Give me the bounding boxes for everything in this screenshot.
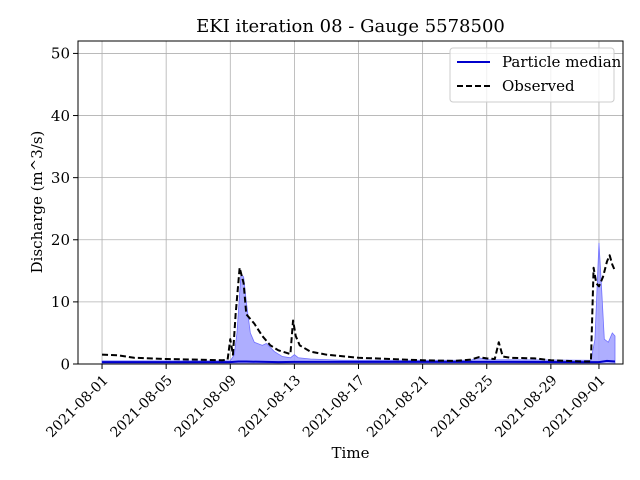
series-line-observed bbox=[102, 254, 616, 363]
y-axis-label: Discharge (m^3/s) bbox=[28, 131, 46, 274]
y-axis-ticks: 0 10 20 30 40 50 bbox=[51, 45, 78, 373]
y-tick-label: 20 bbox=[51, 231, 70, 249]
y-tick-label: 0 bbox=[60, 355, 70, 373]
y-tick-label: 50 bbox=[51, 45, 70, 63]
legend-box bbox=[449, 47, 615, 103]
plot-frame bbox=[77, 40, 624, 365]
legend-label-particle-median: Particle median bbox=[502, 53, 622, 71]
y-tick-label: 30 bbox=[51, 169, 70, 187]
legend: Particle median Observed bbox=[449, 47, 622, 103]
y-tick-label: 10 bbox=[51, 293, 70, 311]
series-line-particle-median bbox=[102, 359, 616, 364]
series-layer bbox=[102, 254, 616, 364]
chart-title: EKI iteration 08 - Gauge 5578500 bbox=[196, 16, 505, 37]
legend-label-observed: Observed bbox=[502, 77, 575, 95]
y-tick-label: 40 bbox=[51, 107, 70, 125]
x-axis-label: Time bbox=[332, 444, 370, 462]
